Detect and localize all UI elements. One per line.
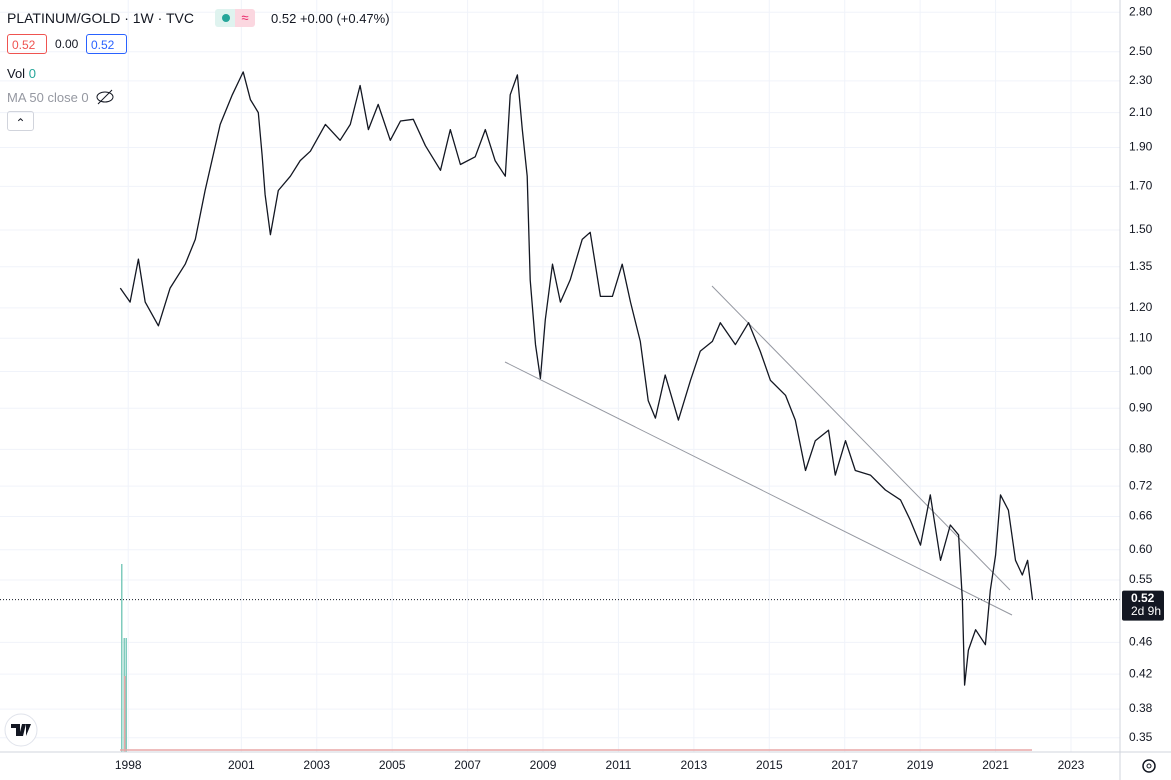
y-tick-label: 0.55 bbox=[1129, 572, 1153, 586]
vol-label: Vol bbox=[7, 66, 26, 81]
x-tick-label: 2017 bbox=[831, 758, 858, 772]
price-tag-value: 0.52 bbox=[1131, 591, 1155, 605]
y-tick-label: 1.50 bbox=[1129, 222, 1153, 236]
trend-line[interactable] bbox=[711, 285, 1011, 591]
collapse-button[interactable]: ⌃ bbox=[7, 111, 34, 131]
vol-value: 0 bbox=[28, 66, 36, 81]
x-tick-label: 2003 bbox=[303, 758, 330, 772]
volume-bar bbox=[121, 564, 123, 752]
eye-slash bbox=[97, 89, 113, 105]
volume-bar bbox=[125, 638, 127, 752]
y-tick-label: 0.66 bbox=[1129, 509, 1153, 523]
y-tick-label: 0.72 bbox=[1129, 478, 1153, 492]
y-tick-label: 0.46 bbox=[1129, 635, 1153, 649]
y-tick-label: 1.10 bbox=[1129, 330, 1153, 344]
x-tick-label: 2001 bbox=[228, 758, 255, 772]
y-tick-label: 0.38 bbox=[1129, 701, 1153, 715]
y-tick-label: 0.35 bbox=[1129, 730, 1153, 744]
x-tick-label: 2011 bbox=[606, 758, 632, 772]
x-tick-label: 2009 bbox=[530, 758, 557, 772]
y-tick-label: 2.80 bbox=[1129, 4, 1153, 18]
x-tick-label: 1998 bbox=[115, 758, 142, 772]
last: 0.52 bbox=[271, 11, 297, 26]
y-tick-label: 1.20 bbox=[1129, 300, 1153, 314]
y-tick-label: 1.00 bbox=[1129, 364, 1153, 378]
volume-bar bbox=[124, 676, 126, 752]
x-tick-label: 2013 bbox=[681, 758, 708, 772]
x-tick-label: 2021 bbox=[982, 758, 1009, 772]
y-tick-label: 0.60 bbox=[1129, 542, 1153, 556]
price-tag-countdown: 2d 9h bbox=[1131, 604, 1161, 618]
logo-mark bbox=[11, 724, 31, 736]
y-tick-label: 0.80 bbox=[1129, 442, 1153, 456]
ma-legend[interactable]: MA 50 close 0 bbox=[7, 90, 89, 105]
ask-box[interactable]: 0.52 bbox=[86, 34, 127, 54]
bid-box[interactable]: 0.52 bbox=[7, 34, 47, 54]
y-tick-label: 1.70 bbox=[1129, 179, 1153, 193]
x-tick-label: 2019 bbox=[907, 758, 934, 772]
market-dot bbox=[222, 14, 230, 22]
tv-logo[interactable] bbox=[4, 713, 38, 747]
status-icons[interactable]: ≈ bbox=[215, 9, 255, 27]
grid bbox=[0, 0, 1120, 752]
y-tick-label: 0.42 bbox=[1129, 666, 1153, 680]
y-tick-label: 2.30 bbox=[1129, 73, 1153, 87]
plot bbox=[0, 71, 1120, 686]
eye bbox=[96, 91, 114, 103]
gear bbox=[1142, 759, 1156, 773]
y-tick-label: 2.50 bbox=[1129, 44, 1153, 58]
settings-icon[interactable] bbox=[1142, 759, 1156, 773]
x-tick-label: 2005 bbox=[379, 758, 406, 772]
hide-icon[interactable] bbox=[95, 88, 115, 106]
spread: 0.00 bbox=[55, 37, 79, 51]
x-tick-label: 2015 bbox=[756, 758, 783, 772]
y-tick-label: 2.10 bbox=[1129, 105, 1153, 119]
y-tick-label: 1.35 bbox=[1129, 259, 1153, 273]
volume-bars bbox=[120, 564, 1032, 752]
last-price: 0.52 +0.00 (+0.47%) bbox=[271, 11, 390, 26]
symbol[interactable]: PLATINUM/GOLD · 1W · TVC bbox=[7, 10, 194, 26]
axes: 2.80 2.50 2.30 2.10 1.90 1.70 1.50 1.35 1.20 1.10… bbox=[115, 4, 1164, 772]
price-line bbox=[119, 71, 1034, 686]
volume-legend: Vol 0 bbox=[7, 66, 36, 81]
x-tick-label: 2023 bbox=[1058, 758, 1085, 772]
price-tag bbox=[1122, 590, 1164, 621]
x-tick-label: 2007 bbox=[454, 758, 481, 772]
market-badge bbox=[215, 9, 235, 27]
delay-badge: ≈ bbox=[235, 9, 255, 27]
trend-line[interactable] bbox=[504, 361, 1013, 616]
gear-center bbox=[1146, 763, 1152, 769]
y-tick-label: 0.90 bbox=[1129, 400, 1153, 414]
y-tick-label: 1.90 bbox=[1129, 140, 1153, 154]
change: +0.00 (+0.47%) bbox=[299, 11, 390, 26]
